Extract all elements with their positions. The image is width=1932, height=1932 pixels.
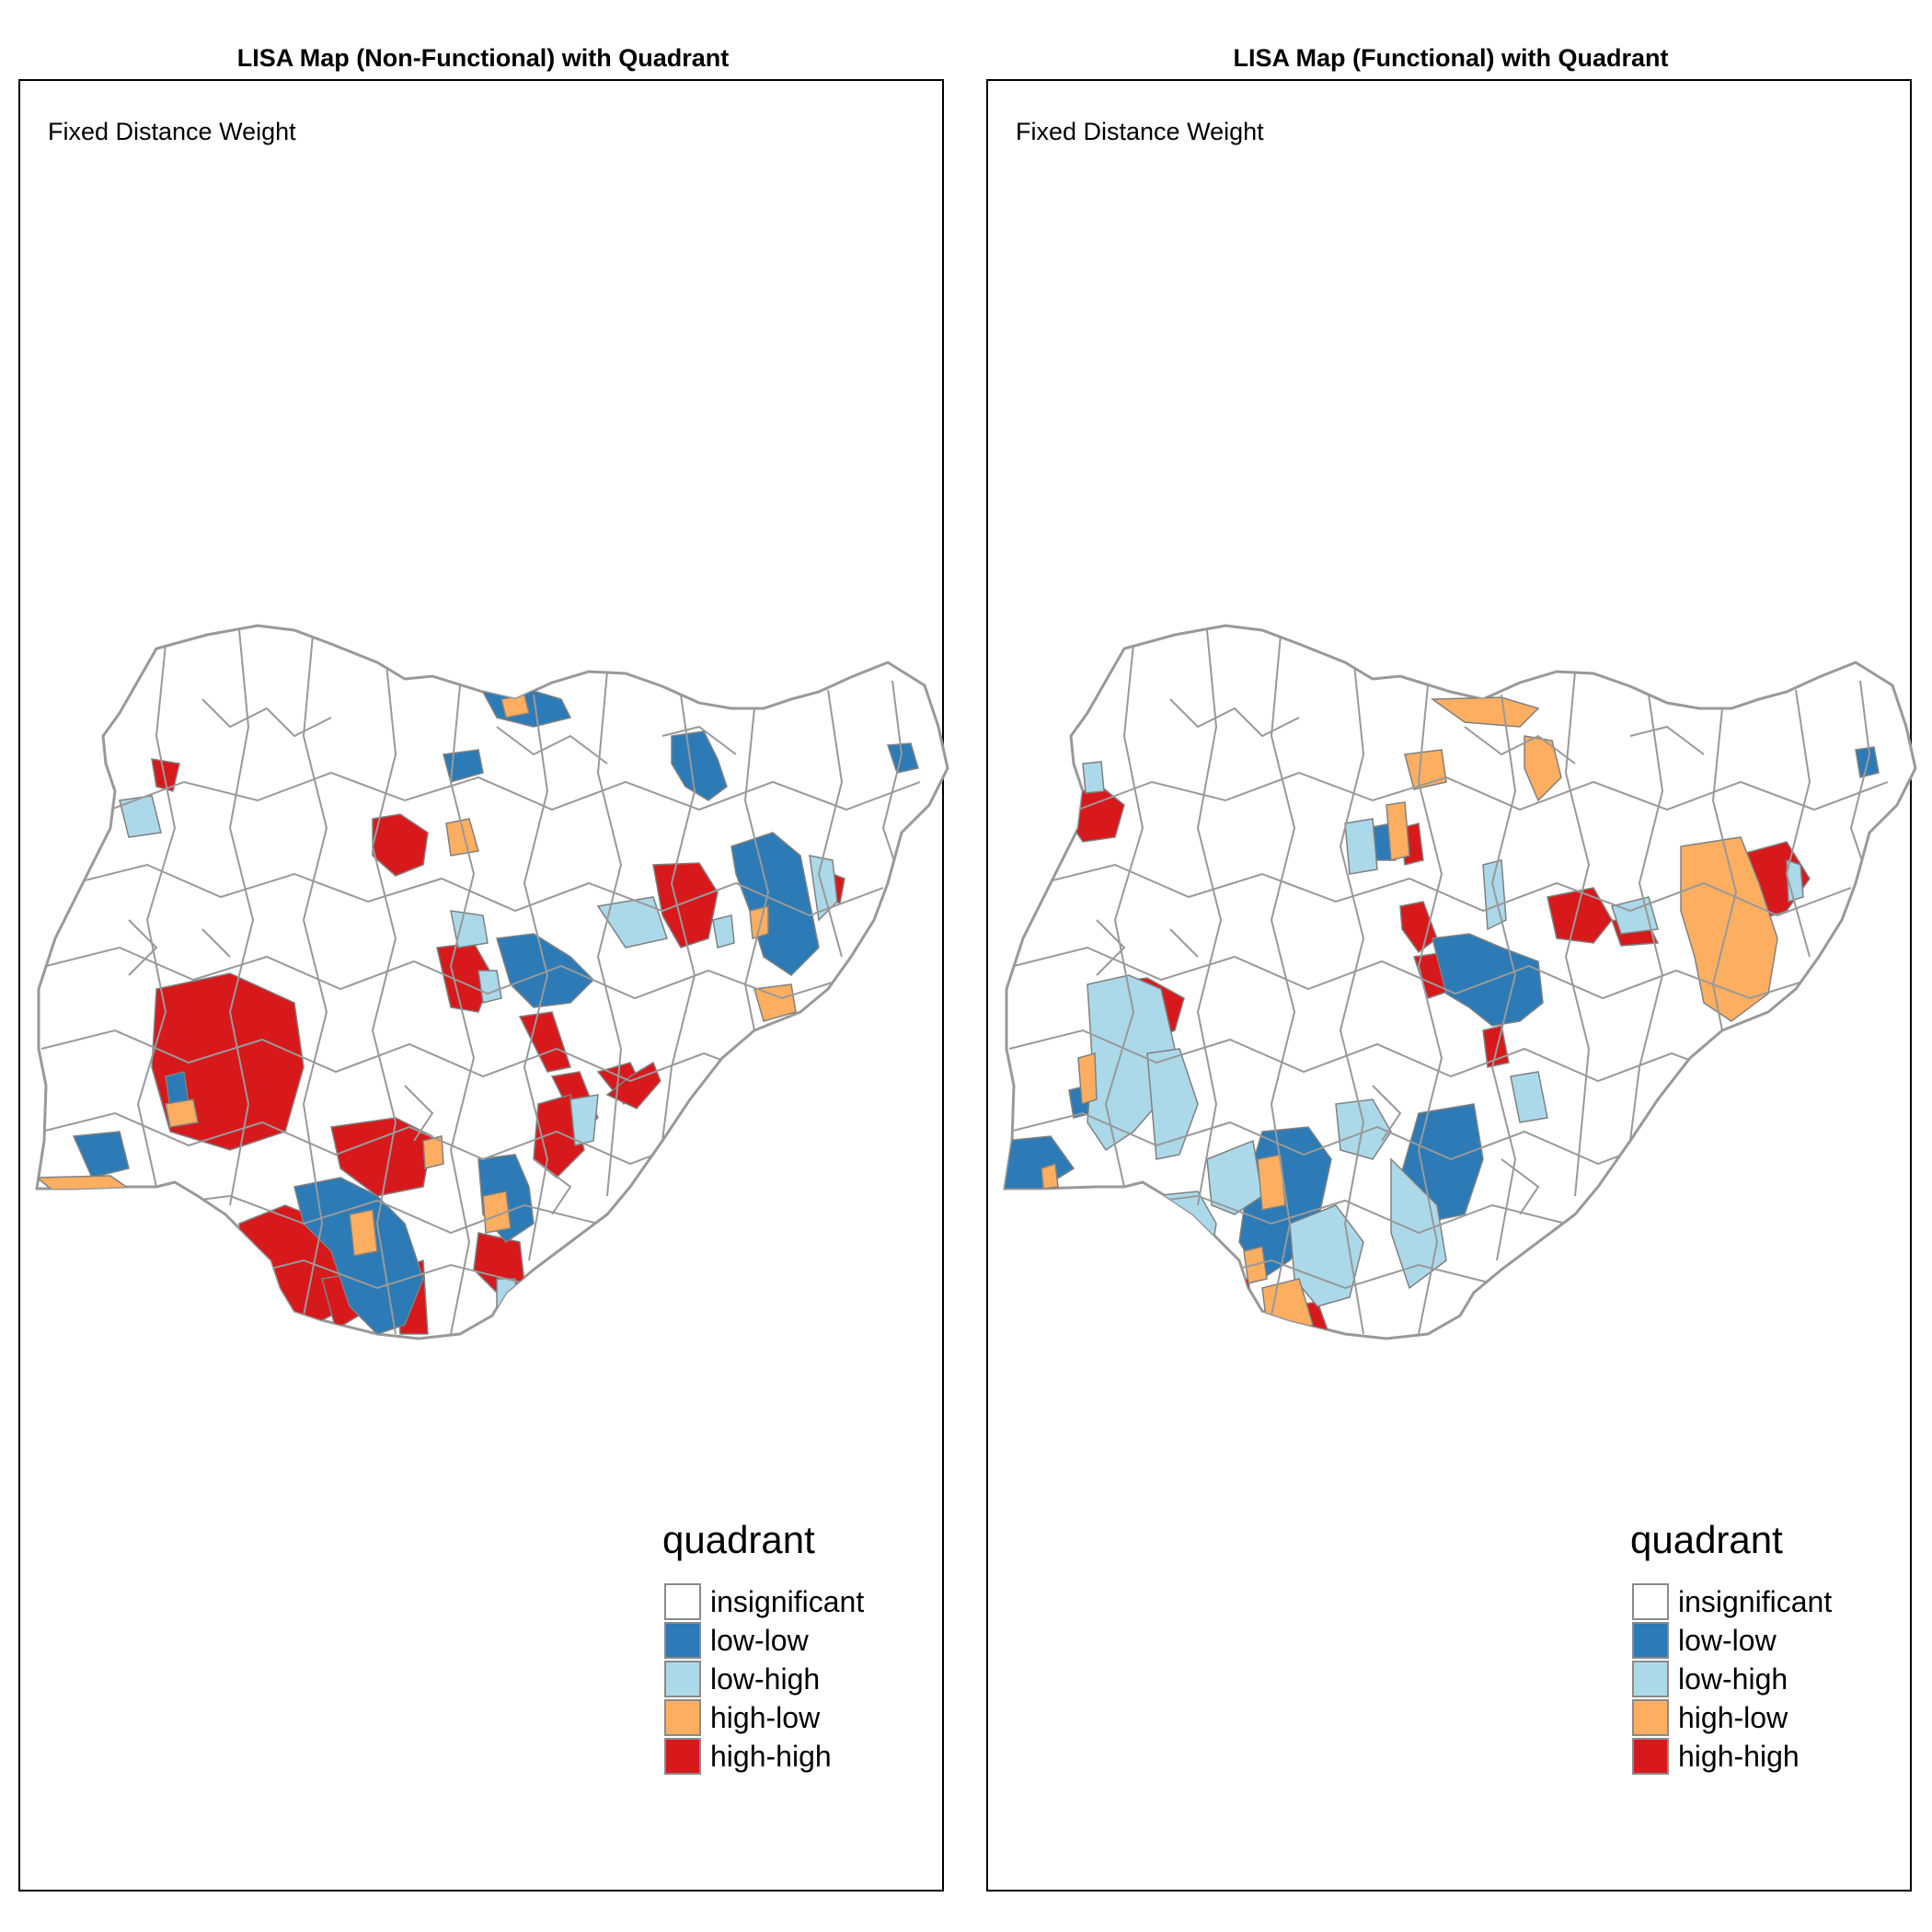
region-low-low — [671, 730, 728, 801]
legend-label: insignificant — [1678, 1584, 1833, 1618]
region-high-low — [349, 1209, 378, 1257]
legend-label: insignificant — [710, 1584, 865, 1618]
legend-swatch — [1632, 1661, 1669, 1697]
region-low-high — [1335, 1098, 1392, 1160]
map-frame: Fixed Distance Weight — [986, 79, 1912, 1892]
region-low-high — [1146, 1048, 1199, 1160]
legend-item: high-low — [1632, 1698, 1832, 1737]
region-low-high — [450, 910, 489, 949]
legend-title: quadrant — [662, 1518, 815, 1561]
legend-item: insignificant — [1632, 1582, 1832, 1621]
legend-item: low-low — [1632, 1621, 1832, 1660]
panel-title: LISA Map (Non-Functional) with Quadrant — [236, 44, 730, 72]
legend-swatch — [1632, 1738, 1669, 1775]
region-low-low — [72, 1131, 130, 1179]
legend: quadrant insignificant low-low low-high … — [1630, 1518, 1832, 1776]
legend-swatch — [1632, 1699, 1669, 1736]
map-regions — [1005, 696, 1880, 1337]
region-low-high — [1344, 818, 1378, 875]
region-low-high — [1206, 1139, 1263, 1215]
choropleth-map — [35, 624, 949, 1340]
region-low-low — [496, 933, 595, 1008]
legend-title: quadrant — [1630, 1518, 1783, 1561]
region-low-high — [1151, 1190, 1217, 1299]
region-high-high — [1399, 901, 1438, 954]
region-high-high — [372, 813, 429, 877]
region-high-high — [1547, 887, 1613, 944]
legend-label: high-low — [1678, 1700, 1788, 1734]
region-low-high — [1082, 761, 1105, 794]
region-high-low — [1077, 1052, 1098, 1105]
legend-swatch — [1632, 1583, 1669, 1620]
legend-item: insignificant — [664, 1582, 864, 1621]
region-high-low — [1257, 1154, 1286, 1211]
legend-item: high-low — [664, 1698, 864, 1737]
legend-swatch — [664, 1661, 701, 1697]
panel-functional: LISA Map (Functional) with Quadrant Fixe… — [986, 0, 1932, 1932]
region-high-high — [518, 1011, 571, 1073]
region-high-low — [1386, 801, 1410, 861]
region-low-high — [1289, 1204, 1364, 1307]
legend-label: low-high — [710, 1662, 821, 1696]
region-low-high — [1510, 1071, 1548, 1123]
region-high-low — [1430, 696, 1540, 728]
region-high-low — [1404, 749, 1447, 790]
legend-label: high-high — [710, 1739, 832, 1773]
region-high-high — [151, 758, 180, 792]
region-low-low — [730, 832, 820, 976]
panel-title: LISA Map (Functional) with Quadrant — [1233, 44, 1669, 72]
legend-label: high-high — [1678, 1739, 1800, 1773]
legend-label: low-high — [1678, 1662, 1788, 1696]
legend-swatch — [1632, 1622, 1669, 1659]
choropleth-map — [1003, 624, 1917, 1340]
legend-label: high-low — [710, 1700, 821, 1734]
region-low-low — [886, 742, 919, 774]
legend-item: high-high — [664, 1737, 864, 1776]
region-high-low — [749, 905, 769, 939]
region-low-high — [569, 1094, 599, 1146]
region-high-high — [652, 862, 719, 949]
legend-item: high-high — [1632, 1737, 1832, 1776]
region-low-low — [1432, 933, 1544, 1027]
region-low-high — [712, 914, 735, 949]
map-frame: Fixed Distance Weight — [18, 79, 944, 1892]
legend-swatch — [664, 1699, 701, 1736]
region-high-low — [165, 1098, 199, 1128]
region-high-low — [1041, 1162, 1059, 1190]
legend-label: low-low — [1678, 1623, 1777, 1657]
region-high-low — [445, 818, 479, 857]
region-low-high — [477, 970, 502, 1004]
legend-item: low-low — [664, 1621, 864, 1660]
map-subtitle: Fixed Distance Weight — [48, 118, 296, 145]
panel-non-functional: LISA Map (Non-Functional) with Quadrant … — [18, 0, 975, 1932]
region-low-high — [1611, 896, 1659, 935]
legend-swatch — [664, 1738, 701, 1775]
legend-item: low-high — [1632, 1660, 1832, 1698]
legend-swatch — [664, 1583, 701, 1620]
region-high-low — [1524, 735, 1562, 802]
region-high-high — [1225, 1278, 1254, 1333]
region-high-high — [330, 1117, 433, 1197]
legend: quadrant insignificant low-low low-high … — [662, 1518, 864, 1776]
legend-item: low-high — [664, 1660, 864, 1698]
region-high-high — [1188, 1236, 1210, 1280]
region-high-low — [753, 983, 797, 1022]
legend-label: low-low — [710, 1623, 809, 1657]
legend-swatch — [664, 1622, 701, 1659]
map-subtitle: Fixed Distance Weight — [1016, 118, 1264, 145]
